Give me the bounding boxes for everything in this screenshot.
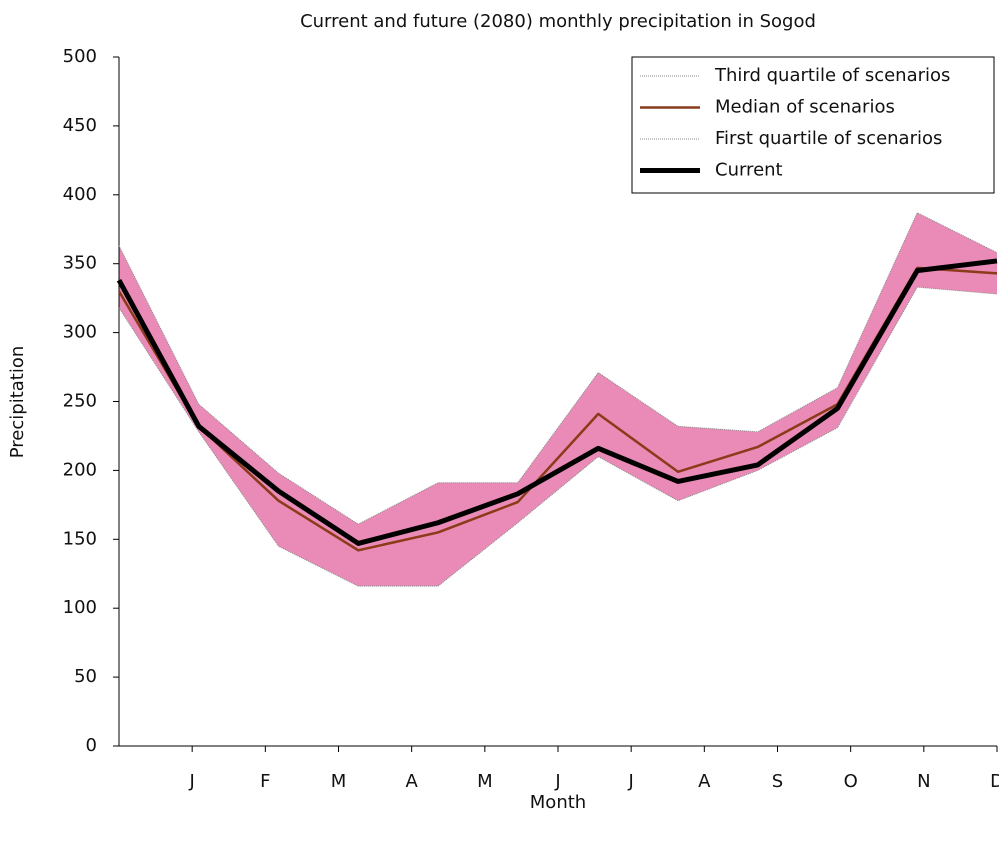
x-tick-label: J bbox=[628, 771, 634, 792]
series-line bbox=[117, 266, 998, 552]
legend-label: Median of scenarios bbox=[715, 97, 895, 118]
y-tick-label: 450 bbox=[63, 115, 97, 136]
x-tick-label: O bbox=[844, 771, 858, 792]
x-tick-label: M bbox=[477, 771, 493, 792]
x-tick-label: A bbox=[406, 771, 419, 792]
y-tick-label: 150 bbox=[63, 528, 97, 549]
x-tick-label: M bbox=[331, 771, 347, 792]
y-tick-label: 250 bbox=[63, 391, 97, 412]
y-axis-label: Precipitation bbox=[7, 346, 28, 459]
x-axis-label: Month bbox=[530, 792, 586, 813]
legend-label: Third quartile of scenarios bbox=[714, 65, 950, 86]
x-tick-label: A bbox=[698, 771, 711, 792]
y-tick-label: 300 bbox=[63, 322, 97, 343]
y-tick-label: 50 bbox=[74, 666, 97, 687]
series-line bbox=[116, 258, 998, 546]
y-tick-label: 500 bbox=[63, 46, 97, 67]
series-line bbox=[118, 212, 998, 525]
y-tick-label: 100 bbox=[63, 597, 97, 618]
chart-title: Current and future (2080) monthly precip… bbox=[300, 11, 816, 32]
x-tick-label: S bbox=[772, 771, 783, 792]
y-tick-label: 0 bbox=[86, 735, 97, 756]
quartile-band bbox=[119, 212, 997, 587]
x-tick-label: F bbox=[260, 771, 270, 792]
legend-label: First quartile of scenarios bbox=[715, 128, 942, 149]
x-tick-label: D bbox=[990, 771, 999, 792]
y-tick-label: 200 bbox=[63, 459, 97, 480]
y-tick-label: 400 bbox=[63, 184, 97, 205]
x-tick-label: N bbox=[917, 771, 930, 792]
legend-label: Current bbox=[715, 160, 783, 181]
x-tick-label: J bbox=[554, 771, 560, 792]
x-tick-label: J bbox=[189, 771, 195, 792]
y-tick-label: 350 bbox=[63, 253, 97, 274]
